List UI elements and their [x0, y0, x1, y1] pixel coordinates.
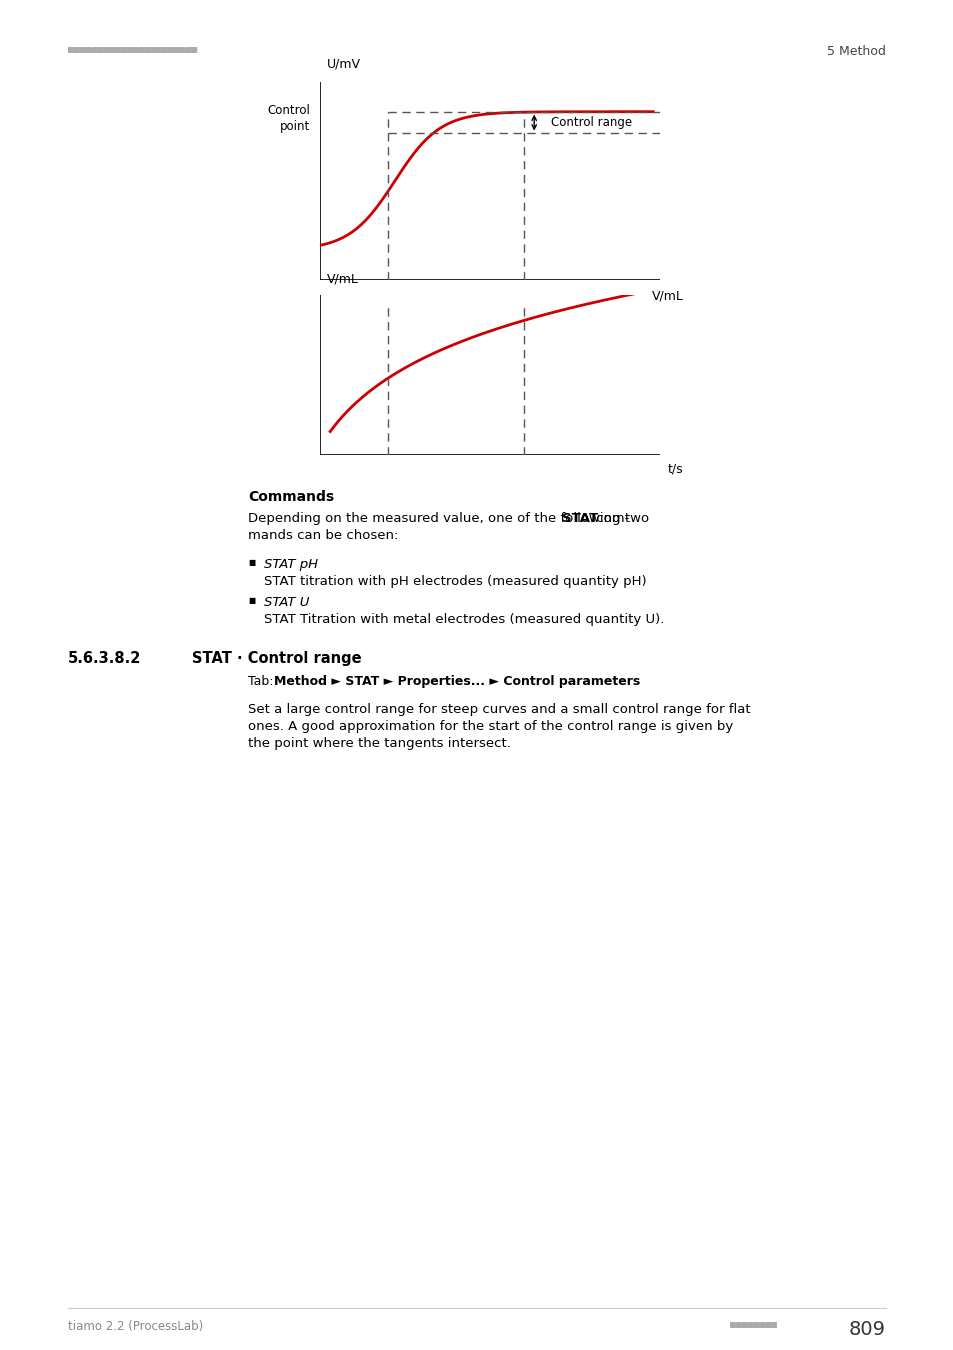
Text: mands can be chosen:: mands can be chosen:	[248, 529, 398, 541]
Text: Control range: Control range	[551, 116, 632, 130]
Text: Control
point: Control point	[267, 104, 310, 134]
Text: STAT titration with pH electrodes (measured quantity pH): STAT titration with pH electrodes (measu…	[264, 575, 646, 589]
Text: STAT · Control range: STAT · Control range	[192, 651, 361, 666]
Text: STAT Titration with metal electrodes (measured quantity U).: STAT Titration with metal electrodes (me…	[264, 613, 663, 626]
Text: Method ► STAT ► Properties... ► Control parameters: Method ► STAT ► Properties... ► Control …	[274, 675, 639, 688]
Text: ■: ■	[248, 558, 255, 567]
Text: Tab:: Tab:	[248, 675, 277, 688]
Text: t/s: t/s	[667, 463, 683, 477]
Text: U/mV: U/mV	[327, 57, 360, 70]
Text: ■■■■■■■■■■■■■■■■■■■■■■: ■■■■■■■■■■■■■■■■■■■■■■	[68, 45, 197, 55]
Text: Depending on the measured value, one of the following two: Depending on the measured value, one of …	[248, 512, 648, 525]
Text: STAT: STAT	[561, 512, 598, 525]
Text: 5 Method: 5 Method	[826, 45, 885, 58]
Text: STAT pH: STAT pH	[264, 558, 317, 571]
Text: STAT U: STAT U	[264, 595, 309, 609]
Text: com-: com-	[592, 512, 629, 525]
Text: ■■■■■■■■: ■■■■■■■■	[729, 1320, 776, 1330]
Text: Set a large control range for steep curves and a small control range for flat: Set a large control range for steep curv…	[248, 703, 750, 716]
Text: the point where the tangents intersect.: the point where the tangents intersect.	[248, 737, 511, 751]
Text: tiamo 2.2 (ProcessLab): tiamo 2.2 (ProcessLab)	[68, 1320, 203, 1332]
Text: 5.6.3.8.2: 5.6.3.8.2	[68, 651, 141, 666]
Text: V/mL: V/mL	[327, 273, 358, 285]
Text: ■: ■	[248, 595, 255, 605]
Text: V/mL: V/mL	[651, 290, 683, 302]
Text: 809: 809	[848, 1320, 885, 1339]
Text: ones. A good approximation for the start of the control range is given by: ones. A good approximation for the start…	[248, 720, 733, 733]
Text: Commands: Commands	[248, 490, 334, 504]
